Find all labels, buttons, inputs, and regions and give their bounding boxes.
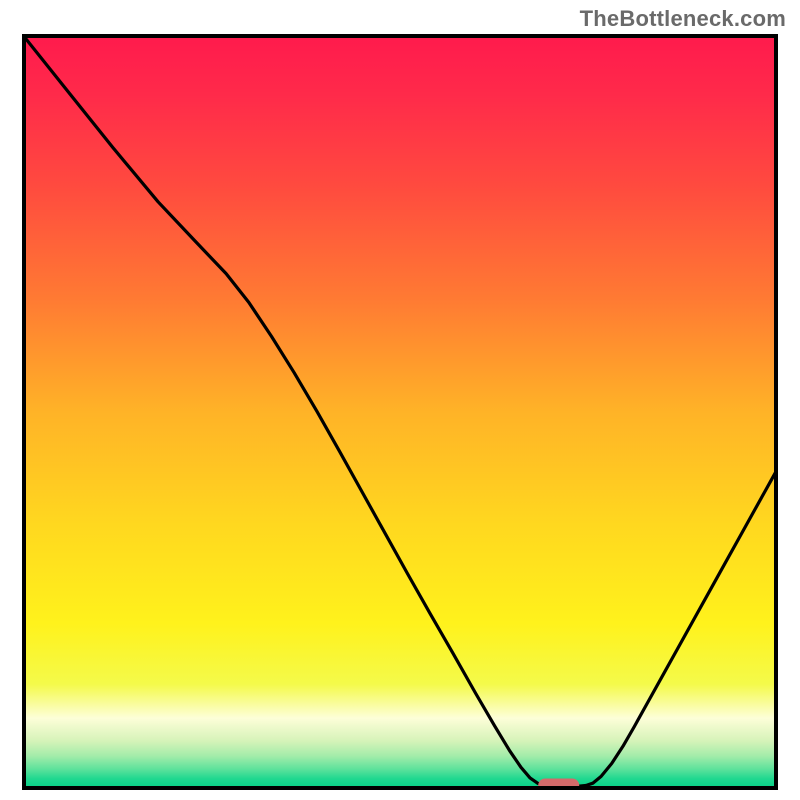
bottleneck-curve xyxy=(22,34,778,790)
optimal-marker xyxy=(538,779,580,790)
chart-root: { "watermark": { "text": "TheBottleneck.… xyxy=(0,0,800,800)
watermark-text: TheBottleneck.com xyxy=(580,6,786,32)
plot-area xyxy=(22,34,778,790)
plot-inner xyxy=(22,34,778,790)
